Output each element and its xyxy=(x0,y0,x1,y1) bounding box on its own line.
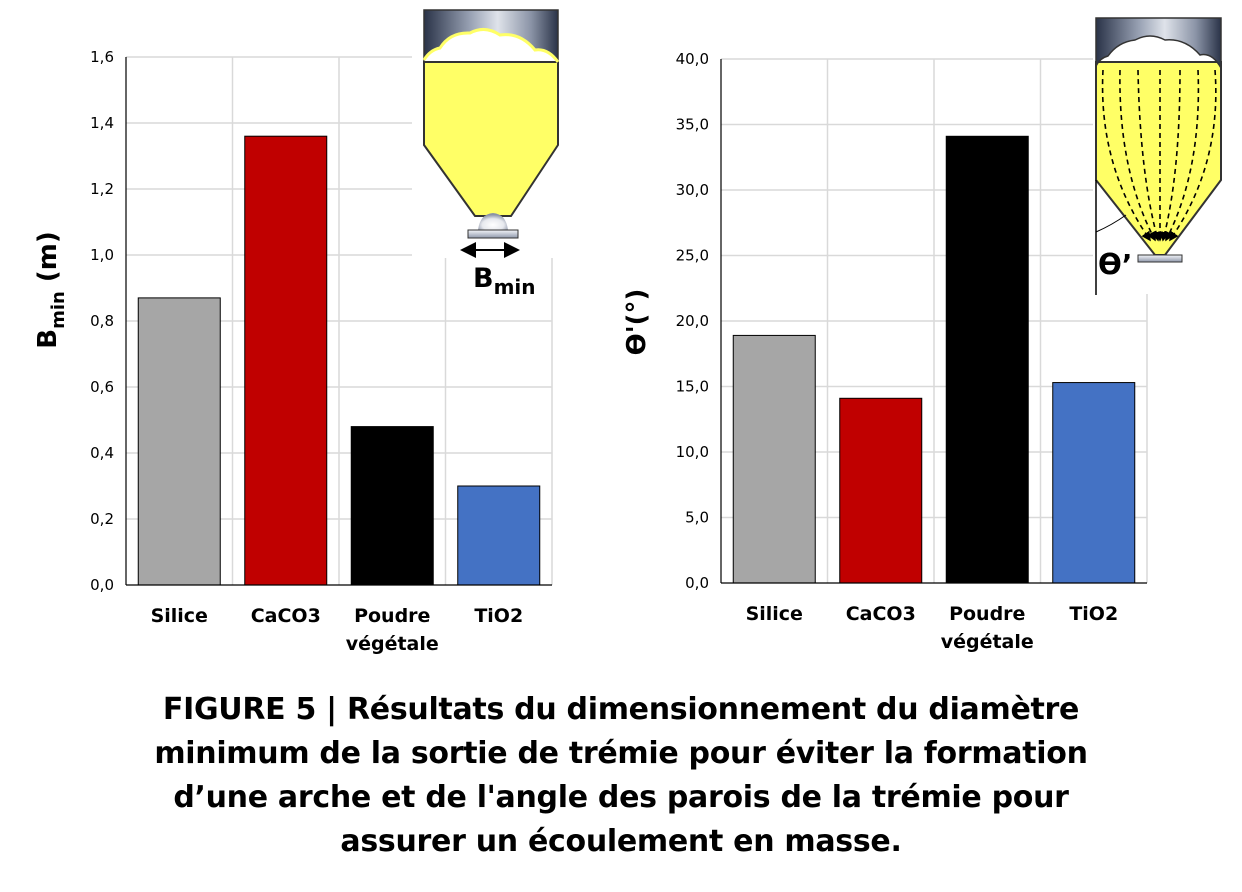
caption-line: minimum de la sortie de trémie pour évit… xyxy=(154,736,1088,771)
x-category-label: TiO2 xyxy=(1069,603,1118,625)
figure-caption: FIGURE 5 | Résultats du dimensionnement … xyxy=(60,688,1182,864)
chart1-axes xyxy=(125,57,552,586)
bar-poudre-végétale xyxy=(350,426,434,586)
y-tick-label: 0,6 xyxy=(90,378,114,396)
chart1-category-labels: Silice CaCO3 Poudre végétale TiO2 xyxy=(151,605,524,655)
bar-silice xyxy=(732,334,816,584)
hopper-bmin-illustration: Bmin xyxy=(412,8,560,299)
bar-caco3 xyxy=(839,397,923,584)
caption-line: FIGURE 5 | Résultats du dimensionnement … xyxy=(162,692,1080,727)
y-tick-label: 30,0 xyxy=(676,181,709,199)
caption-line: d’une arche et de l'angle des parois de … xyxy=(173,780,1069,815)
chart2-category-labels: Silice CaCO3 Poudre végétale TiO2 xyxy=(746,603,1119,653)
bar-poudre-végétale xyxy=(945,135,1029,584)
y-tick-label: 0,8 xyxy=(90,312,114,330)
y-tick-label: 0,4 xyxy=(90,444,114,462)
bar-caco3 xyxy=(244,135,328,586)
y-tick-label: 25,0 xyxy=(676,247,709,265)
theta-inset-label: ϴ’ xyxy=(1098,248,1132,281)
bmin-inset-label: Bmin xyxy=(473,263,536,299)
bar-tio2 xyxy=(457,485,541,586)
theta-bar-chart: 0,0 5,0 10,0 15,0 20,0 25,0 30,0 35,0 40,0 Silic… xyxy=(622,14,1223,653)
y-tick-label: 35,0 xyxy=(676,116,709,134)
x-category-label: Silice xyxy=(746,603,803,625)
y-tick-label: 0,0 xyxy=(90,576,114,594)
y-tick-label: 1,4 xyxy=(90,114,114,132)
y-tick-label: 1,6 xyxy=(90,48,114,66)
y-tick-label: 5,0 xyxy=(685,509,709,527)
y-tick-label: 1,2 xyxy=(90,180,114,198)
y-tick-label: 1,0 xyxy=(90,246,114,264)
x-category-label: Poudre végétale xyxy=(346,605,439,655)
chart1-bars xyxy=(137,135,541,586)
chart2-y-axis-label: ϴ'(°) xyxy=(622,289,652,356)
bmin-bar-chart: 0,0 0,2 0,4 0,6 0,8 1,0 1,2 1,4 1,6 Silice CaCO3 P… xyxy=(33,8,560,655)
chart2-axes xyxy=(720,59,1147,584)
x-category-label: CaCO3 xyxy=(251,605,321,627)
y-tick-label: 0,0 xyxy=(685,574,709,592)
y-tick-label: 15,0 xyxy=(676,378,709,396)
x-category-label: Silice xyxy=(151,605,208,627)
chart1-y-axis-label: Bmin (m) xyxy=(33,231,69,349)
y-tick-label: 40,0 xyxy=(676,50,709,68)
y-tick-label: 10,0 xyxy=(676,443,709,461)
x-category-label: Poudre végétale xyxy=(941,603,1034,653)
x-category-label: TiO2 xyxy=(474,605,523,627)
chart2-y-ticks: 0,0 5,0 10,0 15,0 20,0 25,0 30,0 35,0 40,0 xyxy=(676,50,709,592)
chart1-y-ticks: 0,0 0,2 0,4 0,6 0,8 1,0 1,2 1,4 1,6 xyxy=(90,48,114,594)
x-category-label: CaCO3 xyxy=(846,603,916,625)
bar-tio2 xyxy=(1052,382,1136,584)
y-tick-label: 20,0 xyxy=(676,312,709,330)
y-tick-label: 0,2 xyxy=(90,510,114,528)
bar-silice xyxy=(137,297,221,586)
caption-line: assurer un écoulement en masse. xyxy=(340,824,902,859)
hopper-theta-illustration: ϴ’ xyxy=(1093,14,1223,295)
